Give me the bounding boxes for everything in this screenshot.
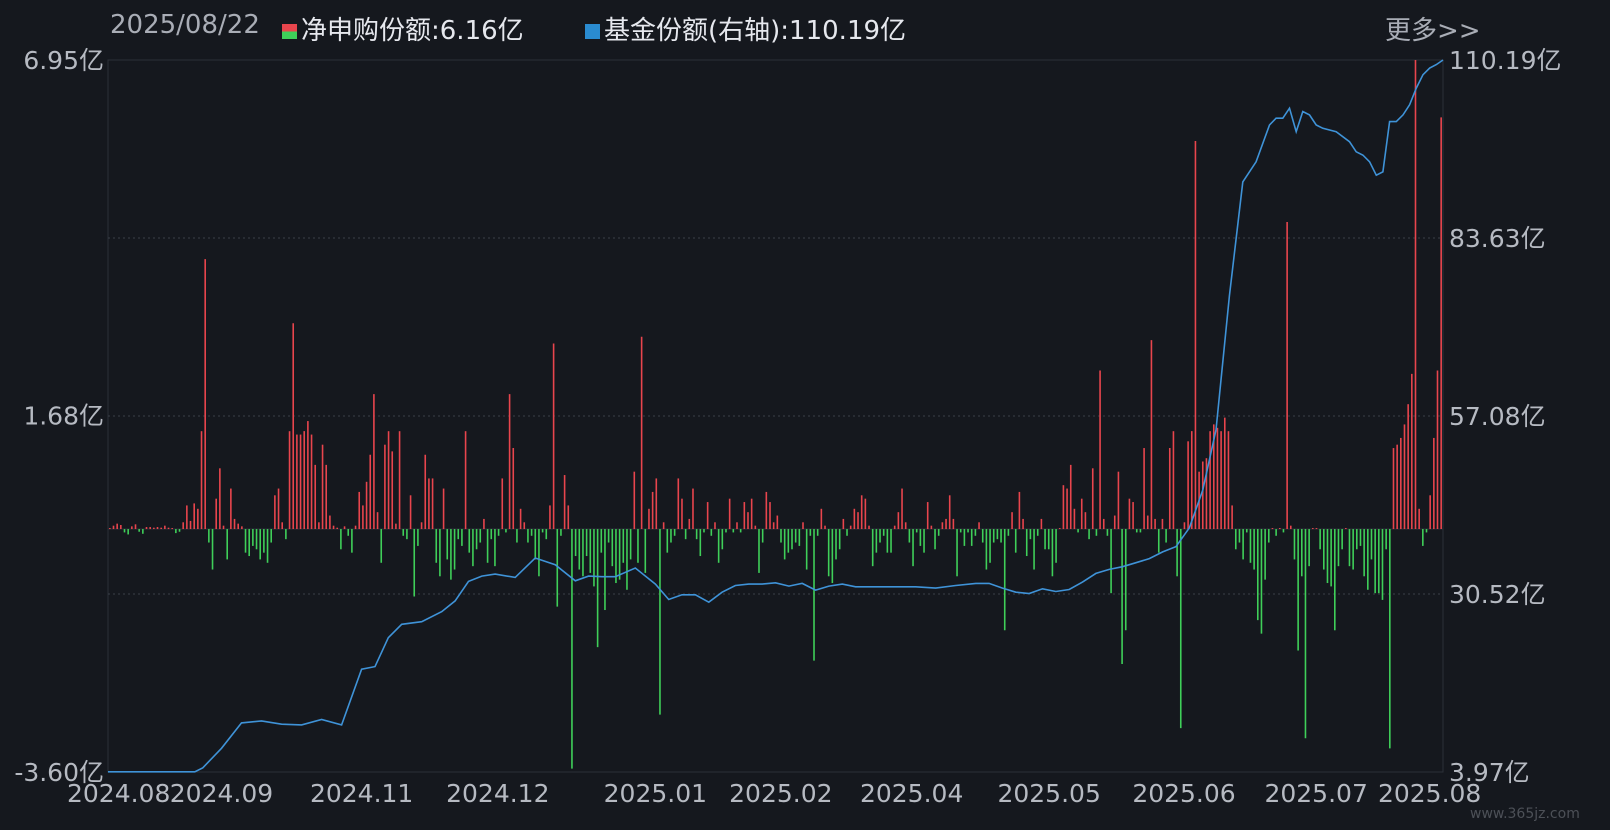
x-axis-label: 2024.09 <box>170 779 273 808</box>
x-axis-label: 2024.08 <box>67 779 170 808</box>
right-axis-label: 30.52亿 <box>1449 580 1546 609</box>
date-label: 2025/08/22 <box>110 10 260 40</box>
right-axis-label: 3.97亿 <box>1449 758 1530 787</box>
right-axis-label: 83.63亿 <box>1449 224 1546 253</box>
more-button[interactable]: 更多>> <box>1385 16 1481 46</box>
right-axis-label: 110.19亿 <box>1449 46 1561 75</box>
net-purchase-label: 净申购份额:6.16亿 <box>301 16 524 46</box>
fund-share-label: 基金份额(右轴):110.19亿 <box>604 16 907 46</box>
net-purchase-swatch-icon <box>282 24 297 39</box>
x-axis-label: 2025.04 <box>860 779 963 808</box>
fund-share-swatch-icon <box>585 24 600 39</box>
watermark-text: www.365jz.com <box>1470 806 1580 822</box>
legend-net-purchase: 净申购份额:6.16亿 <box>282 10 524 47</box>
x-axis-label: 2025.05 <box>997 779 1100 808</box>
x-axis-label: 2025.08 <box>1378 779 1481 808</box>
fund-share-line <box>108 59 1444 773</box>
x-axis-label: 2025.06 <box>1132 779 1235 808</box>
right-axis-label: 57.08亿 <box>1449 402 1546 431</box>
x-axis-label: 2024.11 <box>310 779 413 808</box>
legend-fund-share: 基金份额(右轴):110.19亿 <box>585 10 906 47</box>
x-axis-label: 2025.02 <box>729 779 832 808</box>
left-axis-label: 6.95亿 <box>23 46 104 75</box>
chart-header: 2025/08/22 净申购份额:6.16亿 基金份额(右轴):110.19亿 … <box>0 0 1610 52</box>
x-axis-label: 2025.07 <box>1264 779 1367 808</box>
x-axis-label: 2025.01 <box>604 779 707 808</box>
x-axis-label: 2024.12 <box>446 779 549 808</box>
left-axis-label: -3.60亿 <box>14 758 104 787</box>
left-axis-label: 1.68亿 <box>23 402 104 431</box>
